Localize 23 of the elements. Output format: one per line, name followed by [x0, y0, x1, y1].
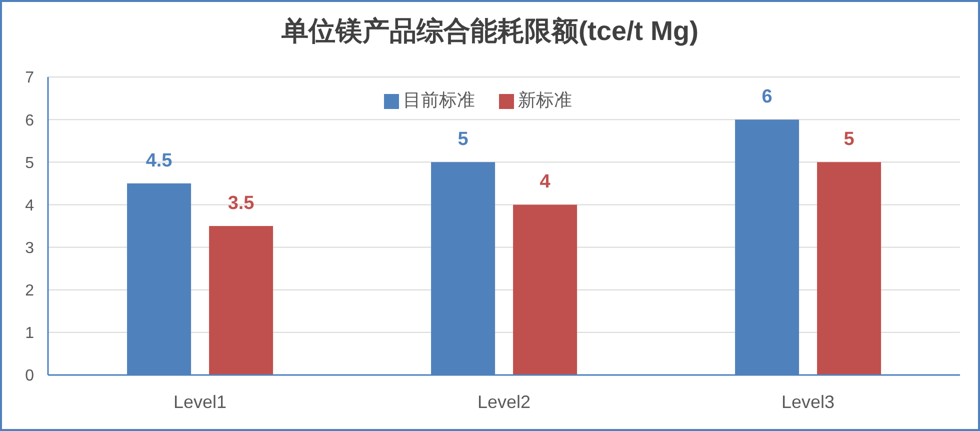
data-label: 4	[540, 172, 551, 193]
y-tick-label: 5	[25, 154, 34, 172]
data-label: 6	[762, 86, 772, 108]
chart-title: 单位镁产品综合能耗限额(tce/t Mg)	[280, 15, 700, 48]
x-tick-label: Level1	[173, 392, 227, 412]
data-label: 5	[844, 129, 855, 150]
bar	[513, 204, 578, 375]
legend-label: 新标准	[518, 90, 572, 110]
y-tick-label: 0	[25, 368, 34, 385]
y-tick-label: 6	[25, 112, 34, 130]
bar	[817, 162, 882, 375]
legend-label: 目前标准	[403, 90, 475, 110]
data-label: 4.5	[146, 150, 173, 172]
y-tick-label: 2	[25, 282, 34, 300]
data-label: 5	[458, 129, 469, 150]
y-tick-label: 1	[25, 325, 34, 342]
x-tick-label: Level3	[781, 392, 835, 412]
y-tick-label: 4	[25, 197, 34, 214]
bar	[209, 226, 274, 375]
y-tick-label: 7	[25, 70, 34, 87]
y-tick-label: 3	[25, 240, 34, 257]
x-tick-label: Level2	[477, 392, 531, 412]
data-label: 3.5	[228, 193, 255, 214]
